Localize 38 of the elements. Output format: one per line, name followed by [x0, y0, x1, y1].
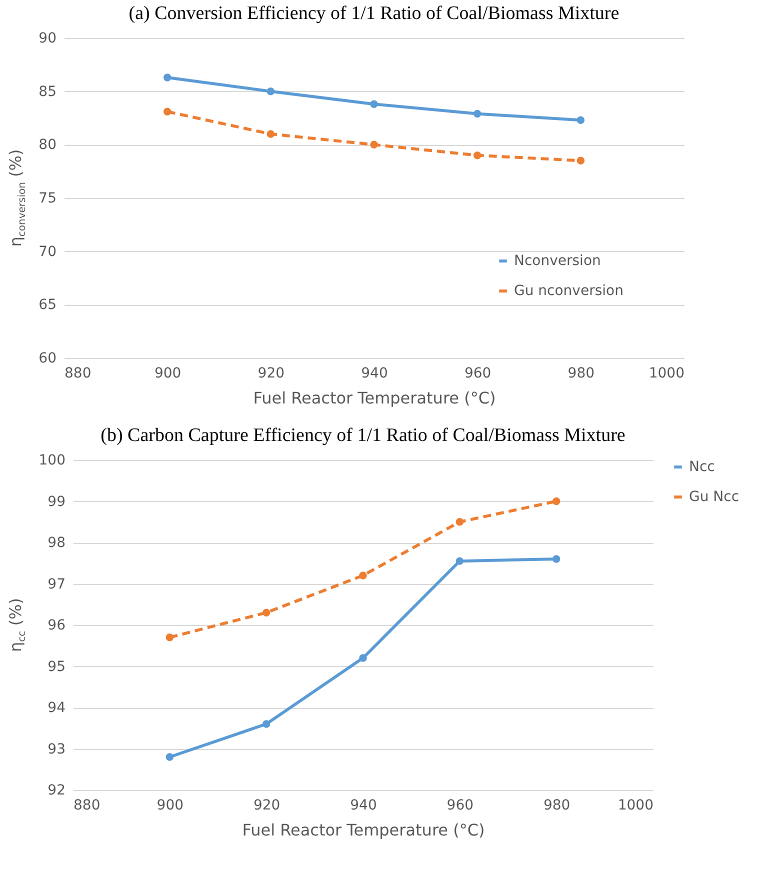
x-tick-label: 980: [543, 798, 570, 814]
x-tick-label: 900: [154, 366, 182, 382]
y-tick-label: 75: [38, 190, 56, 206]
legend-label: Gu nconversion: [514, 283, 624, 299]
x-tick-label: 960: [446, 798, 474, 814]
x-tick-label: 940: [350, 798, 377, 814]
y-tick-label: 97: [48, 576, 66, 592]
x-tick-label: 940: [361, 366, 388, 382]
x-tick-label: 920: [253, 798, 280, 814]
y-tick-label: 60: [38, 350, 56, 366]
y-tick-label: 70: [38, 244, 56, 260]
y-tick-label: 98: [48, 535, 66, 551]
x-tick-label: 1000: [648, 366, 684, 382]
x-tick-label: 1000: [618, 798, 654, 814]
x-tick-label: 880: [64, 366, 92, 382]
y-tick-label: 85: [38, 84, 56, 100]
y-tick-label: 90: [38, 30, 56, 46]
y-tick-label: 80: [38, 137, 56, 154]
x-axis-title: Fuel Reactor Temperature (°C): [253, 388, 496, 408]
x-tick-label: 960: [464, 366, 492, 382]
legend-label: Ncc: [689, 459, 715, 475]
chart-title: (b) Carbon Capture Efficiency of 1/1 Ratio of Coal/Biomass Mixture: [100, 425, 626, 446]
x-tick-label: 920: [258, 366, 285, 382]
chart-title: (a) Conversion Efficiency of 1/1 Ratio of Coal/Biomass Mixture: [128, 3, 620, 24]
y-tick-label: 100: [38, 452, 66, 468]
y-tick-label: 99: [48, 494, 66, 510]
y-tick-label: 92: [48, 782, 66, 798]
y-tick-label: 94: [48, 700, 66, 716]
y-tick-label: 95: [48, 658, 66, 675]
y-tick-label: 96: [48, 618, 66, 634]
x-axis-title: Fuel Reactor Temperature (°C): [242, 820, 485, 840]
x-tick-label: 980: [568, 366, 595, 382]
legend-label: Gu Ncc: [689, 489, 740, 505]
y-tick-label: 93: [48, 741, 66, 758]
x-tick-label: 900: [156, 798, 184, 814]
legend-label: Nconversion: [514, 253, 601, 269]
x-tick-label: 880: [74, 798, 100, 814]
y-tick-label: 65: [38, 297, 56, 314]
